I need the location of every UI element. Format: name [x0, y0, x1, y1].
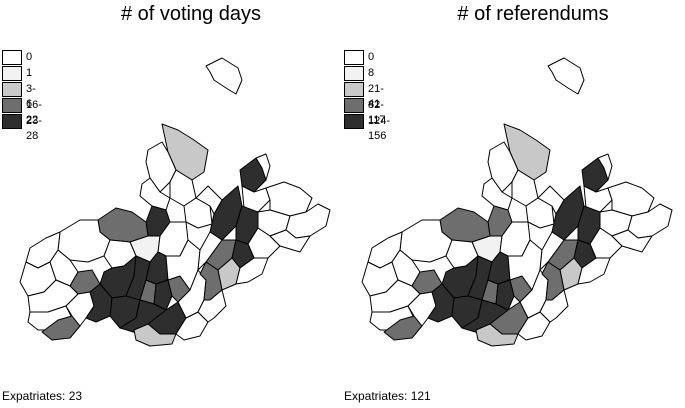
municipality	[539, 289, 569, 323]
panel-referendums: # of referendums 0 8 21-41 82-117 124-15…	[342, 0, 684, 408]
panel-title: # of referendums	[457, 3, 609, 25]
panel-title: # of voting days	[120, 3, 262, 25]
municipality	[197, 231, 223, 271]
municipality	[195, 185, 223, 215]
choropleth-map	[19, 57, 331, 347]
legend-label: 8	[368, 67, 375, 79]
legend-label: 0	[368, 51, 375, 63]
municipality	[475, 323, 519, 347]
legend-swatch	[2, 98, 22, 113]
legend-swatch	[344, 82, 364, 97]
municipality	[269, 229, 311, 253]
municipality	[209, 185, 243, 241]
municipality	[255, 153, 271, 181]
legend-label: 21-41	[368, 83, 384, 110]
municipality	[205, 57, 243, 95]
legend-label: 23-28	[26, 115, 42, 142]
legend-swatch	[344, 66, 364, 81]
municipality	[577, 257, 611, 285]
municipality	[611, 229, 653, 253]
municipality	[537, 185, 565, 215]
legend-swatch	[344, 98, 364, 113]
municipality	[197, 289, 227, 323]
municipality	[551, 185, 585, 241]
legend-swatch	[2, 66, 22, 81]
legend-label: 0	[26, 51, 33, 63]
municipality	[235, 257, 269, 285]
municipality	[597, 153, 613, 181]
municipality	[547, 57, 585, 95]
legend-swatch	[344, 114, 364, 129]
panel-voting-days: # of voting days	[0, 0, 342, 408]
legend-label: 16-22	[26, 99, 42, 126]
legend-swatch	[2, 82, 22, 97]
legend-label: 82-117	[368, 99, 386, 126]
expatriates-note: Expatriates: 23	[2, 389, 83, 403]
legend-swatch	[344, 50, 364, 65]
municipality	[133, 323, 177, 347]
legend-label: 1	[26, 67, 33, 79]
expatriates-note: Expatriates: 121	[344, 389, 431, 403]
choropleth-map	[361, 57, 673, 347]
municipality	[427, 283, 455, 323]
legend-label: 124-156	[368, 115, 391, 142]
legend-swatch	[2, 114, 22, 129]
municipality	[85, 283, 113, 323]
legend-label: 3-6	[26, 83, 36, 110]
municipality	[539, 231, 565, 271]
legend-swatch	[2, 50, 22, 65]
